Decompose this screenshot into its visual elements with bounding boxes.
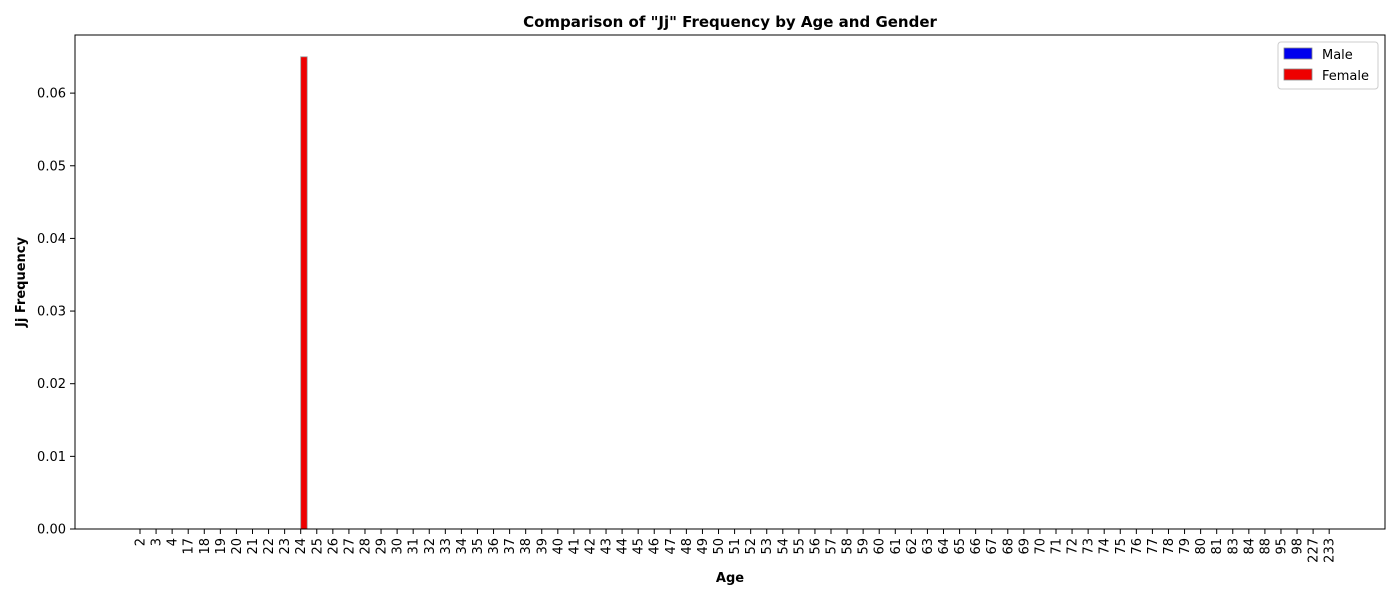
y-tick-label: 0.06	[37, 87, 66, 102]
x-tick-label: 57	[825, 538, 840, 555]
x-tick-label: 80	[1194, 538, 1209, 555]
x-tick-label: 47	[664, 538, 679, 555]
x-tick-label: 75	[1114, 538, 1129, 555]
x-tick-label: 233	[1323, 538, 1338, 563]
x-tick-label: 227	[1307, 538, 1322, 563]
x-tick-label: 45	[632, 538, 647, 555]
x-tick-label: 72	[1066, 538, 1081, 555]
x-tick-label: 84	[1242, 538, 1257, 555]
x-tick-label: 34	[455, 538, 470, 555]
x-tick-label: 33	[439, 538, 454, 555]
x-tick-label: 42	[583, 538, 598, 555]
legend-label-female: Female	[1322, 69, 1369, 84]
legend-swatch-male	[1283, 47, 1313, 60]
y-tick-label: 0.04	[37, 232, 66, 247]
x-tick-label: 78	[1162, 538, 1177, 555]
x-tick-label: 32	[423, 538, 438, 555]
legend-swatch-female	[1283, 68, 1313, 81]
x-tick-label: 79	[1178, 538, 1193, 555]
legend: Male Female	[1277, 41, 1379, 90]
x-tick-label: 56	[808, 538, 823, 555]
x-tick-label: 62	[905, 538, 920, 555]
x-tick-label: 37	[503, 538, 518, 555]
x-tick-label: 35	[471, 538, 486, 555]
x-axis: 2 3 4 17 18 19 20 21 22 23 24 25 26 27 28 29 30 31 32 33 34 3…	[134, 529, 1338, 563]
x-tick-label: 29	[375, 538, 390, 555]
y-axis-label: Jj Frequency	[14, 237, 29, 328]
x-tick-label: 41	[567, 538, 582, 555]
x-tick-label: 58	[841, 538, 856, 555]
x-tick-label: 20	[230, 538, 245, 555]
x-tick-label: 50	[712, 538, 727, 555]
chart-title: Comparison of "Jj" Frequency by Age and …	[523, 13, 937, 31]
x-tick-label: 76	[1130, 538, 1145, 555]
x-tick-label: 65	[953, 538, 968, 555]
x-tick-label: 36	[487, 538, 502, 555]
x-tick-label: 27	[342, 538, 357, 555]
x-tick-label: 64	[937, 538, 952, 555]
x-tick-label: 71	[1049, 538, 1064, 555]
x-tick-label: 60	[873, 538, 888, 555]
x-tick-label: 68	[1001, 538, 1016, 555]
x-tick-label: 23	[278, 538, 293, 555]
x-tick-label: 26	[326, 538, 341, 555]
x-tick-label: 38	[519, 538, 534, 555]
x-tick-label: 53	[760, 538, 775, 555]
y-tick-label: 0.05	[37, 159, 66, 174]
x-tick-label: 70	[1033, 538, 1048, 555]
bar-female-age-24	[300, 56, 308, 530]
x-tick-label: 19	[214, 538, 229, 555]
x-tick-label: 40	[551, 538, 566, 555]
x-tick-label: 21	[246, 538, 261, 555]
x-tick-label: 49	[696, 538, 711, 555]
y-tick-label: 0.01	[37, 450, 66, 465]
x-tick-label: 55	[792, 538, 807, 555]
x-tick-label: 46	[648, 538, 663, 555]
x-tick-label: 31	[407, 538, 422, 555]
x-tick-label: 39	[535, 538, 550, 555]
x-tick-label: 73	[1082, 538, 1097, 555]
y-axis: 0.00 0.01 0.02 0.03 0.04 0.05 0.06	[37, 87, 75, 538]
x-tick-label: 63	[921, 538, 936, 555]
x-tick-label: 83	[1226, 538, 1241, 555]
x-tick-label: 43	[600, 538, 615, 555]
legend-label-male: Male	[1322, 48, 1353, 63]
x-tick-label: 3	[150, 538, 165, 546]
x-tick-label: 4	[166, 538, 181, 546]
x-tick-label: 74	[1098, 538, 1113, 555]
x-tick-label: 24	[294, 538, 309, 555]
x-tick-label: 22	[262, 538, 277, 555]
plot-area	[74, 34, 1386, 530]
x-tick-label: 77	[1146, 538, 1161, 555]
y-tick-label: 0.02	[37, 377, 66, 392]
x-tick-label: 51	[728, 538, 743, 555]
x-tick-label: 48	[680, 538, 695, 555]
x-tick-label: 66	[969, 538, 984, 555]
x-tick-label: 25	[310, 538, 325, 555]
x-tick-label: 2	[134, 538, 149, 546]
x-tick-label: 67	[985, 538, 1000, 555]
x-tick-label: 17	[182, 538, 197, 555]
y-tick-label: 0.00	[37, 523, 66, 538]
x-tick-label: 95	[1274, 538, 1289, 555]
x-tick-label: 44	[616, 538, 631, 555]
x-tick-label: 61	[889, 538, 904, 555]
x-tick-label: 28	[358, 538, 373, 555]
bars-group	[300, 56, 308, 530]
x-tick-label: 52	[744, 538, 759, 555]
x-tick-label: 54	[776, 538, 791, 555]
x-tick-label: 81	[1210, 538, 1225, 555]
x-tick-label: 59	[857, 538, 872, 555]
y-tick-label: 0.03	[37, 305, 66, 320]
x-tick-label: 88	[1258, 538, 1273, 555]
x-tick-label: 69	[1017, 538, 1032, 555]
x-tick-label: 30	[391, 538, 406, 555]
x-tick-label: 18	[198, 538, 213, 555]
x-tick-label: 98	[1291, 538, 1306, 555]
x-axis-label: Age	[716, 571, 744, 586]
